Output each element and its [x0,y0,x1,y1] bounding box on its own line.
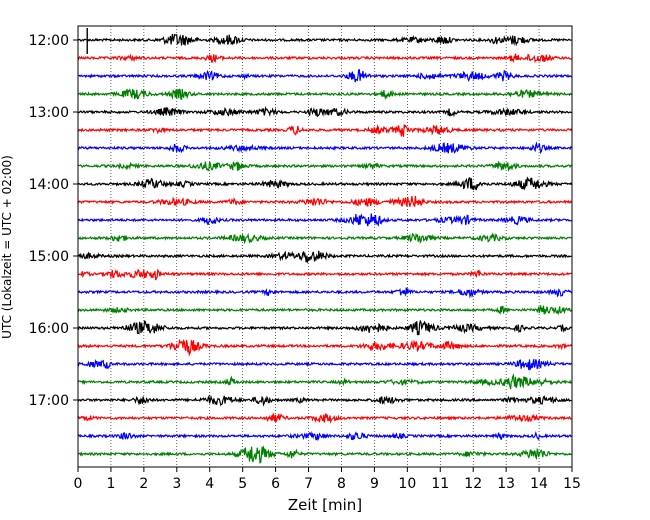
x-tick-label: 10 [398,476,416,492]
trace-line [77,69,572,83]
trace-line [77,160,572,172]
y-axis-label: UTC (Lokalzeit = UTC + 02:00) [0,155,14,339]
x-tick-label: 2 [139,476,148,492]
x-tick-label: 13 [497,476,515,492]
trace-line [77,268,572,281]
y-tick-label: 13:00 [29,105,69,121]
x-axis: 0 1 2 3 4 5 6 7 8 9 10 11 12 13 14 15 [74,467,581,492]
y-tick-label: 12:00 [29,33,69,49]
trace-line [77,319,572,336]
trace-line [77,304,573,316]
trace-line [77,105,572,118]
x-tick-label: 11 [431,476,449,492]
seismic-traces [77,28,573,464]
trace-line [77,195,573,208]
trace-line [77,176,573,191]
x-tick-label: 7 [304,476,313,492]
x-tick-label: 3 [172,476,181,492]
trace-line [77,124,573,137]
x-tick-label: 15 [563,476,581,492]
trace-line [77,141,573,155]
x-tick-label: 9 [370,476,379,492]
trace-line [77,358,572,372]
x-tick-label: 0 [74,476,83,492]
trace-line [77,88,573,101]
y-tick-label: 14:00 [29,177,69,193]
y-tick-label: 17:00 [29,393,69,409]
x-tick-label: 6 [271,476,280,492]
trace-line [77,213,572,227]
y-tick-label: 16:00 [29,321,69,337]
trace-line [77,394,572,407]
x-tick-label: 14 [530,476,548,492]
trace-line [77,250,572,264]
y-tick-label: 15:00 [29,249,69,265]
x-axis-label: Zeit [min] [288,496,362,514]
x-tick-label: 12 [464,476,482,492]
x-tick-label: 1 [106,476,115,492]
plot-frame [77,25,573,468]
trace-line [77,430,572,442]
trace-line [77,338,573,357]
trace-line [77,445,572,464]
trace-line [77,33,572,47]
trace-line [77,373,572,390]
y-axis: 12:00 13:00 14:00 15:00 16:00 17:00 [29,33,78,409]
x-tick-label: 8 [337,476,346,492]
trace-line [77,53,572,64]
trace-line [77,413,572,424]
trace-line [77,287,573,299]
x-tick-label: 4 [205,476,214,492]
trace-line [77,232,572,245]
x-tick-label: 5 [238,476,247,492]
